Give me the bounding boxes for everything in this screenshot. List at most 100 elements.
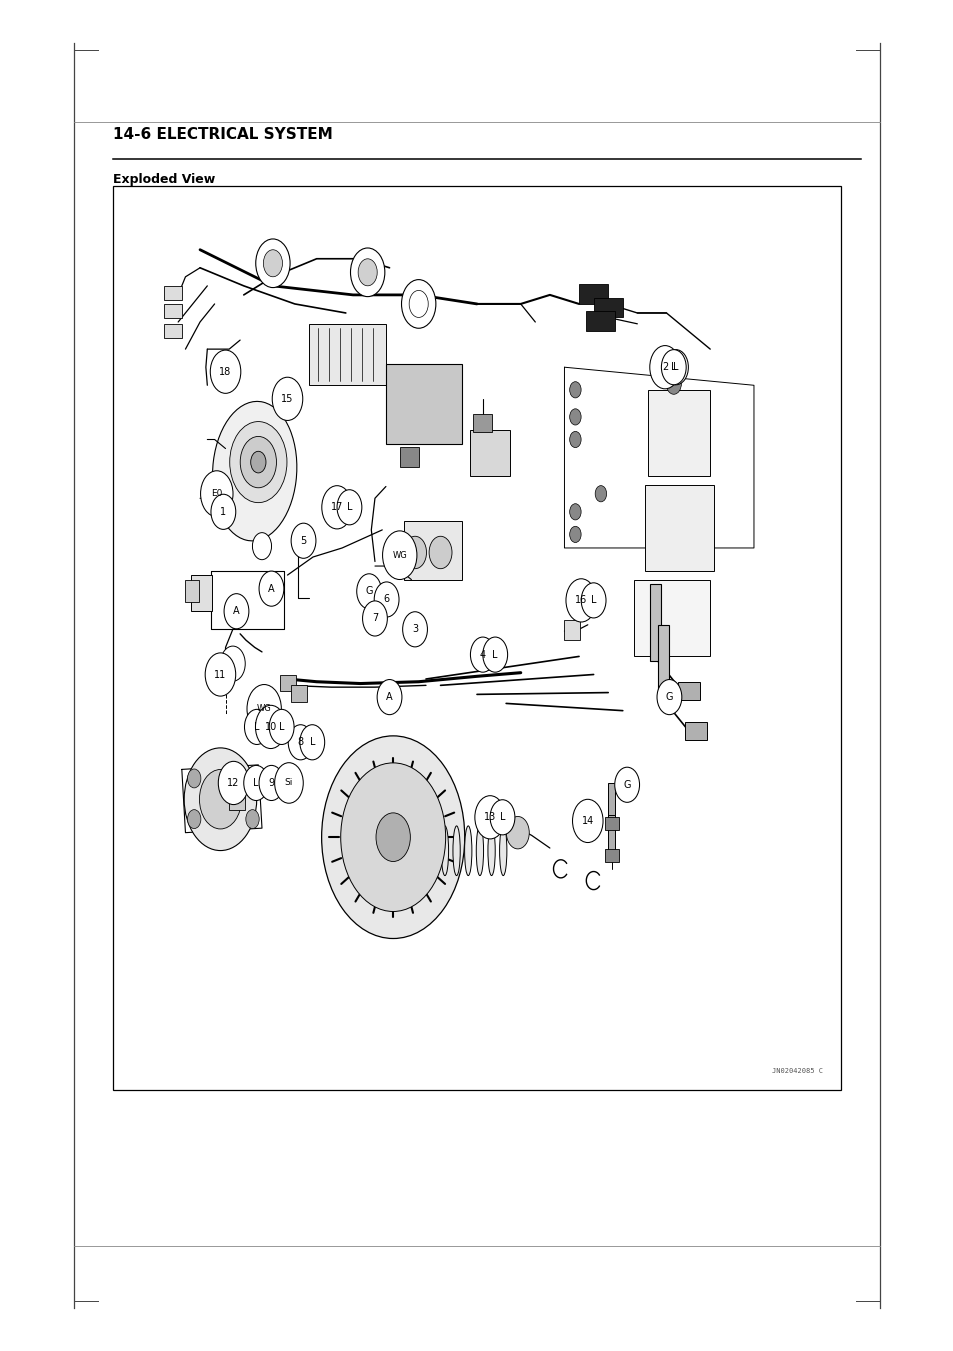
Text: 18: 18 — [219, 366, 232, 377]
Circle shape — [374, 582, 398, 617]
Text: WG: WG — [392, 551, 407, 559]
Text: 8: 8 — [297, 738, 303, 747]
Text: 14: 14 — [581, 816, 594, 825]
Text: L: L — [253, 778, 258, 788]
Circle shape — [299, 724, 324, 759]
Circle shape — [211, 494, 235, 530]
Text: WG: WG — [256, 704, 272, 713]
Bar — [593, 297, 622, 317]
Circle shape — [255, 705, 286, 748]
Circle shape — [246, 809, 259, 828]
Circle shape — [321, 485, 352, 528]
Circle shape — [200, 470, 233, 516]
Circle shape — [247, 685, 281, 734]
Circle shape — [482, 638, 507, 673]
Text: 13: 13 — [483, 812, 496, 823]
Circle shape — [580, 582, 605, 617]
Bar — [578, 284, 608, 304]
Circle shape — [429, 536, 452, 569]
Text: 15: 15 — [281, 394, 294, 404]
Text: Si: Si — [284, 778, 293, 788]
Bar — [564, 620, 579, 640]
Text: 5: 5 — [300, 536, 306, 546]
Bar — [163, 304, 182, 319]
Circle shape — [230, 422, 287, 503]
Bar — [400, 447, 418, 466]
Circle shape — [657, 680, 681, 715]
Circle shape — [614, 767, 639, 802]
Circle shape — [490, 800, 515, 835]
Circle shape — [572, 800, 602, 843]
Text: 17: 17 — [331, 503, 343, 512]
Text: 12: 12 — [227, 778, 239, 788]
Text: A: A — [268, 584, 274, 593]
Bar — [633, 580, 709, 657]
Circle shape — [340, 763, 445, 912]
Circle shape — [595, 485, 606, 501]
Text: 6: 6 — [383, 594, 389, 604]
Circle shape — [224, 593, 249, 628]
Circle shape — [401, 280, 436, 328]
Bar — [604, 817, 618, 830]
Text: 7: 7 — [372, 613, 377, 623]
Circle shape — [665, 373, 680, 394]
Circle shape — [272, 377, 302, 420]
Bar — [604, 848, 618, 862]
Text: L: L — [346, 503, 352, 512]
Text: L: L — [278, 721, 284, 732]
Circle shape — [569, 527, 580, 543]
Bar — [608, 784, 615, 819]
Circle shape — [188, 769, 201, 788]
Circle shape — [403, 536, 426, 569]
Circle shape — [321, 736, 464, 939]
Circle shape — [649, 346, 679, 389]
Circle shape — [255, 239, 290, 288]
Circle shape — [240, 436, 276, 488]
Text: 9: 9 — [268, 778, 274, 788]
Text: L: L — [673, 362, 678, 373]
Circle shape — [269, 709, 294, 744]
Ellipse shape — [499, 825, 506, 875]
Circle shape — [253, 532, 272, 559]
Circle shape — [663, 350, 688, 385]
Text: 4: 4 — [479, 650, 485, 659]
Text: JN02042085 C: JN02042085 C — [771, 1069, 822, 1074]
Bar — [586, 311, 615, 331]
Bar — [650, 584, 660, 661]
Bar — [163, 286, 182, 300]
Text: L: L — [670, 362, 676, 373]
Bar — [385, 365, 462, 444]
Circle shape — [402, 612, 427, 647]
Circle shape — [259, 766, 284, 801]
Circle shape — [475, 796, 505, 839]
Circle shape — [470, 638, 495, 673]
Circle shape — [565, 578, 596, 621]
Circle shape — [220, 646, 245, 681]
Ellipse shape — [487, 825, 495, 875]
Bar — [469, 431, 509, 476]
Text: 14-6 ELECTRICAL SYSTEM: 14-6 ELECTRICAL SYSTEM — [112, 127, 332, 142]
Text: 2: 2 — [661, 362, 667, 373]
Bar — [608, 815, 615, 851]
Circle shape — [660, 350, 685, 385]
Text: G: G — [365, 586, 373, 596]
Bar — [280, 674, 296, 690]
Ellipse shape — [476, 825, 483, 875]
Bar — [291, 685, 307, 701]
Bar — [185, 580, 198, 603]
Circle shape — [244, 766, 269, 801]
Text: L: L — [309, 738, 314, 747]
Text: G: G — [665, 692, 673, 703]
Circle shape — [569, 504, 580, 520]
Circle shape — [569, 431, 580, 447]
Circle shape — [259, 571, 284, 607]
Circle shape — [188, 809, 201, 828]
Circle shape — [263, 250, 282, 277]
Circle shape — [291, 523, 315, 558]
Circle shape — [357, 259, 376, 286]
Circle shape — [506, 816, 529, 848]
Circle shape — [336, 489, 361, 524]
Text: A: A — [233, 607, 239, 616]
Text: 16: 16 — [575, 596, 587, 605]
Circle shape — [246, 769, 259, 788]
